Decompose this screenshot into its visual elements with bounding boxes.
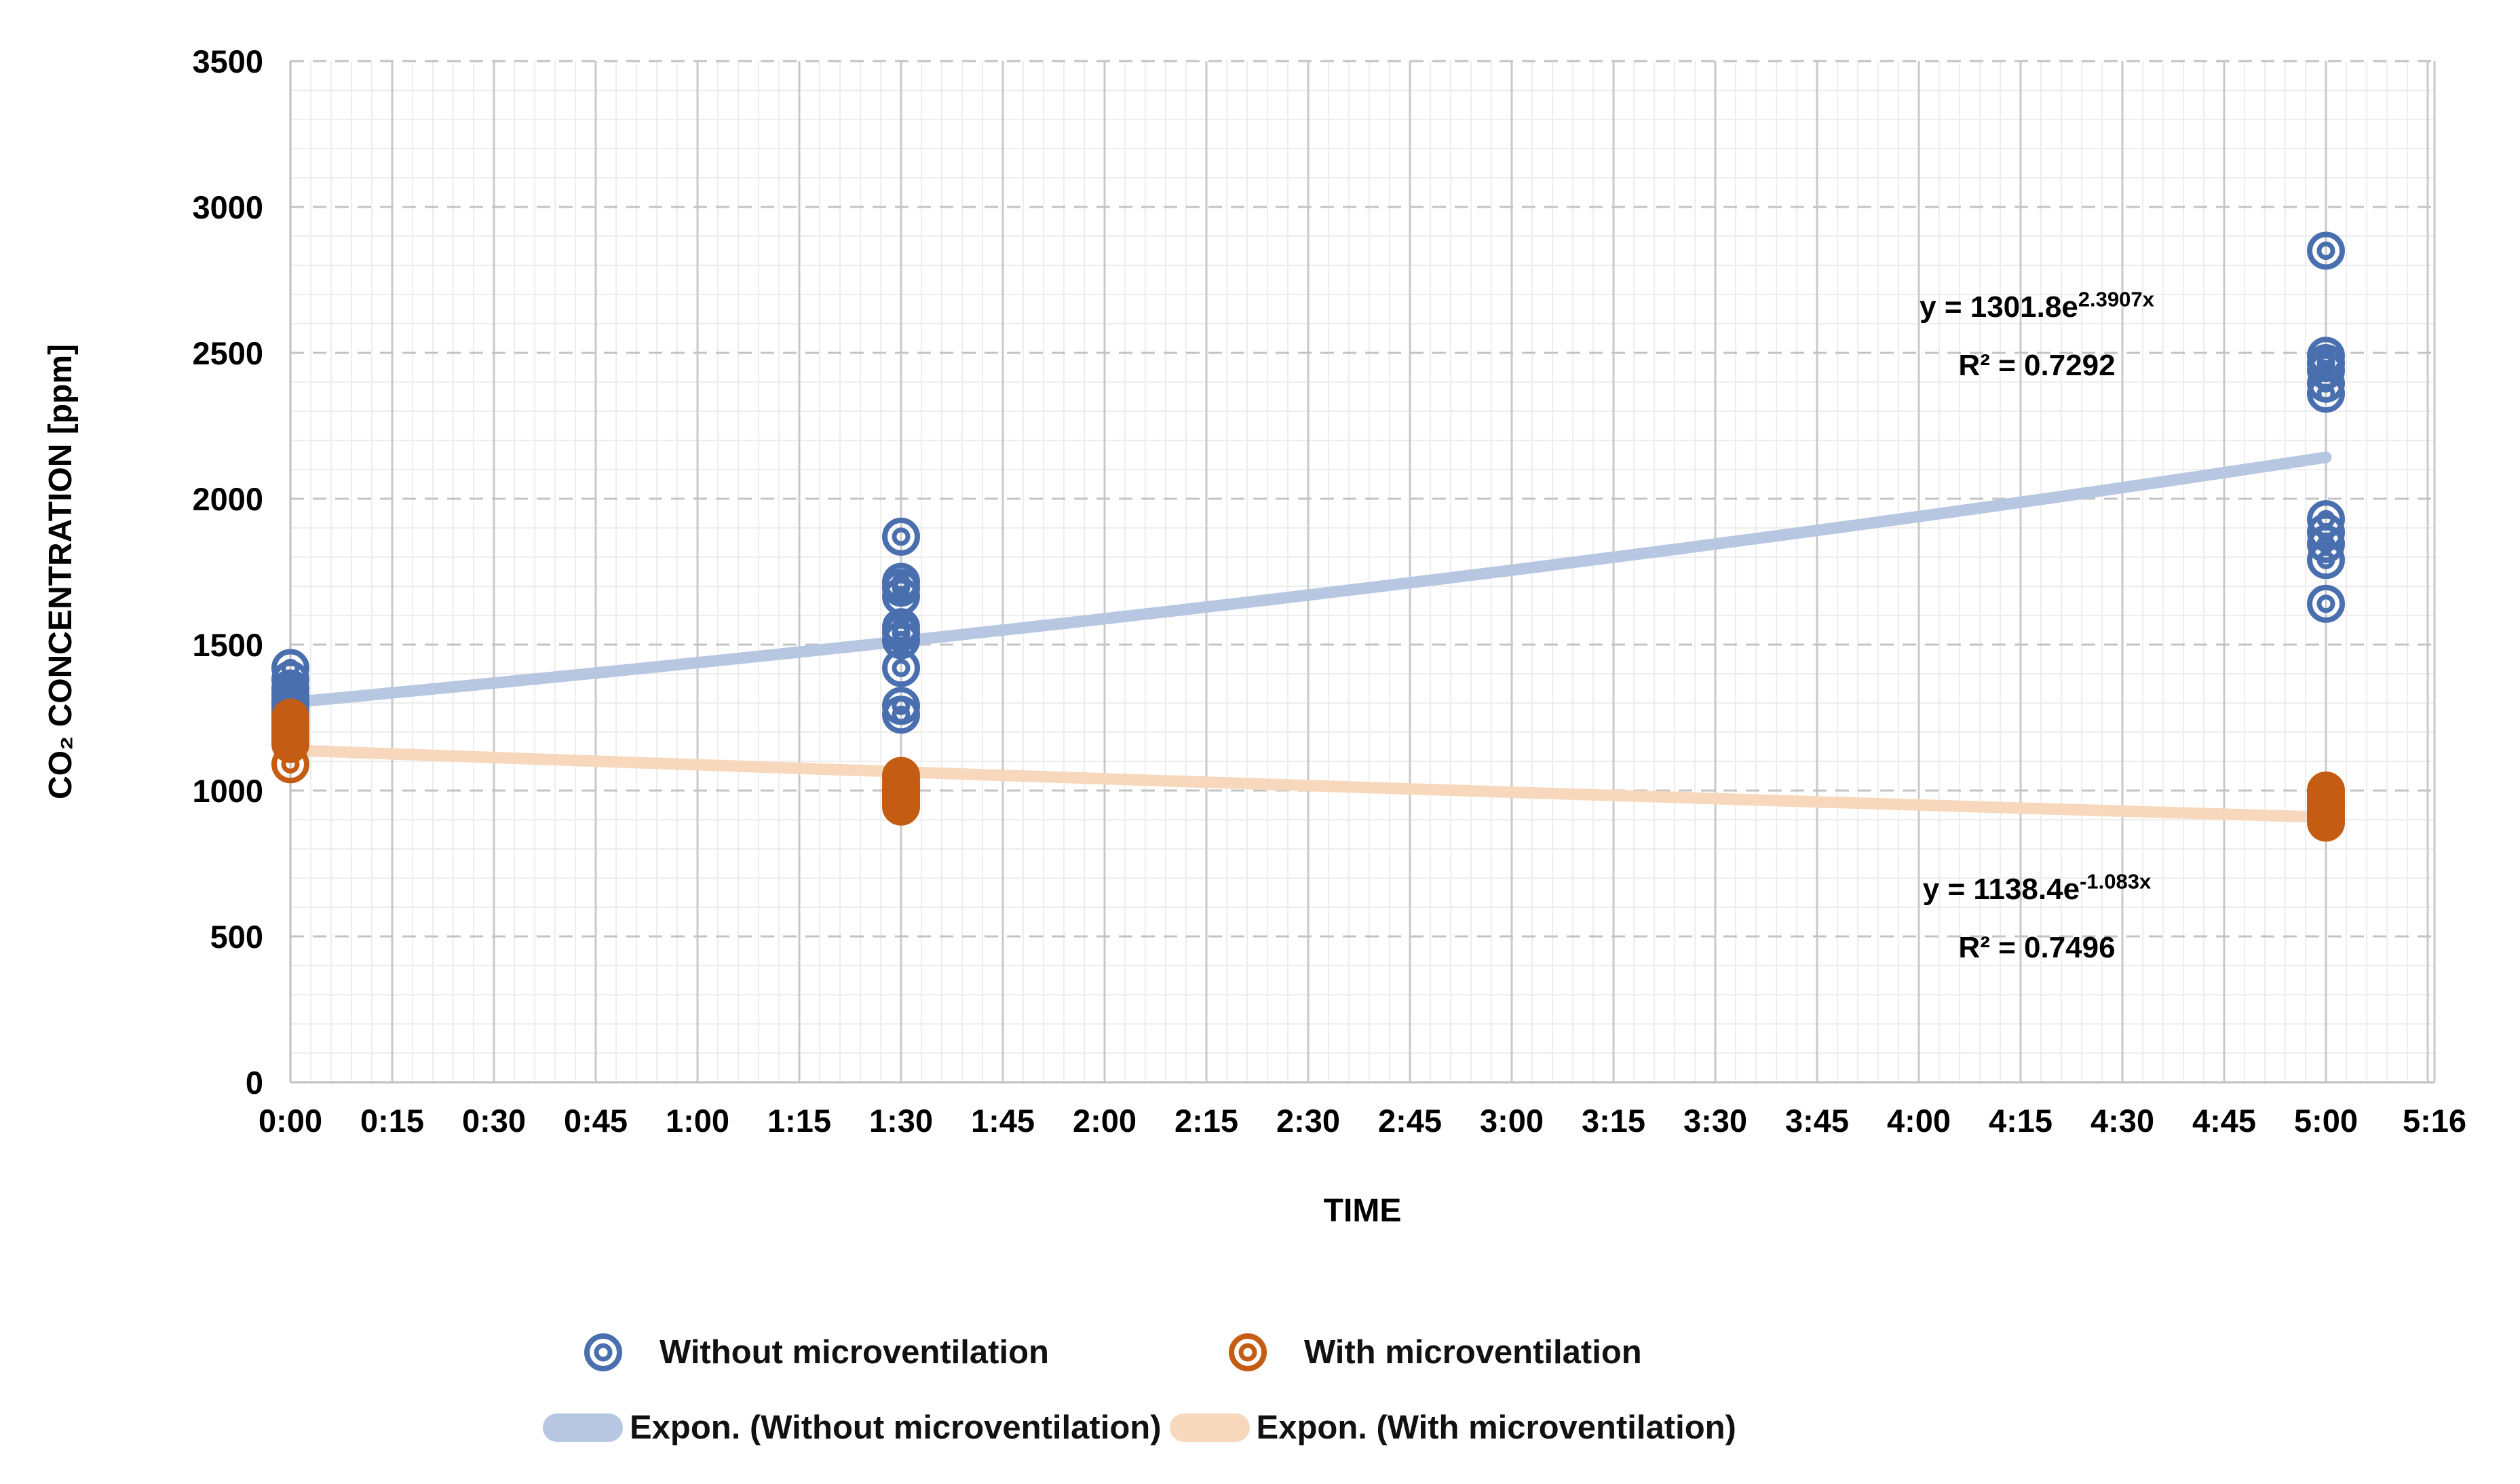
legend-label: Expon. (With microventilation) bbox=[1256, 1409, 1736, 1446]
marker-inner-ring bbox=[281, 755, 300, 774]
y-axis-tick-label: 2500 bbox=[192, 335, 263, 371]
marker-outer-ring bbox=[2307, 375, 2345, 413]
equation-line: y = 1138.4e-1.083x bbox=[1922, 869, 2152, 906]
x-axis-tick-label: 4:00 bbox=[1887, 1103, 1951, 1139]
y-axis-tick-label: 3000 bbox=[192, 189, 263, 225]
marker-inner-ring bbox=[892, 527, 911, 546]
x-axis-tick-label: 2:30 bbox=[1276, 1103, 1340, 1139]
data-point-marker[interactable] bbox=[882, 621, 920, 660]
x-axis-tick-label: 1:45 bbox=[971, 1103, 1035, 1139]
marker-outer-ring bbox=[882, 696, 920, 734]
x-axis-tick-label: 0:30 bbox=[462, 1103, 526, 1139]
marker-inner-ring bbox=[2316, 384, 2335, 403]
marker-inner-ring bbox=[892, 587, 911, 606]
marker-outer-ring bbox=[271, 725, 309, 763]
y-axis-tick-label: 1000 bbox=[192, 773, 263, 809]
legend-item-with-microventilation[interactable]: With microventilation bbox=[1227, 1331, 1642, 1373]
x-axis-tick-label: 3:30 bbox=[1683, 1103, 1747, 1139]
legend-item-without-microventilation[interactable]: Without microventilation bbox=[582, 1331, 1049, 1373]
series-with-microventilation bbox=[271, 698, 2345, 842]
data-point-marker[interactable] bbox=[882, 649, 920, 687]
trendline-equation-without-microventilation: y = 1301.8e2.3907x R² = 0.7292 bbox=[1881, 278, 2193, 395]
y-axis-tick-label: 2000 bbox=[192, 481, 263, 517]
marker-outer-ring bbox=[2307, 584, 2345, 623]
marker-inner-ring bbox=[2316, 594, 2335, 613]
trendline-equation-with-microventilation: y = 1138.4e-1.083x R² = 0.7496 bbox=[1881, 860, 2193, 977]
x-axis-tick-label: 3:00 bbox=[1480, 1103, 1544, 1139]
marker-inner-ring bbox=[2316, 813, 2335, 832]
marker-inner-ring bbox=[892, 658, 911, 677]
x-axis-tick-label: 0:45 bbox=[564, 1103, 628, 1139]
data-point-marker[interactable] bbox=[2307, 375, 2345, 413]
y-axis-title: CO₂ CONCENTRATION [ppm] bbox=[43, 344, 79, 799]
y-axis-tick-label: 1500 bbox=[192, 627, 263, 663]
marker-outer-ring bbox=[882, 621, 920, 660]
expon-with-line-icon bbox=[1169, 1413, 1250, 1442]
x-axis-tick-label: 5:16 bbox=[2403, 1103, 2466, 1139]
trendline-with-microventilation bbox=[284, 744, 2332, 823]
marker-inner-ring bbox=[892, 705, 911, 724]
x-axis-tick-label: 5:00 bbox=[2294, 1103, 2358, 1139]
marker-outer-ring bbox=[271, 745, 309, 784]
data-point-marker[interactable] bbox=[2307, 803, 2345, 842]
without-microventilation-marker-icon bbox=[584, 1333, 622, 1371]
y-axis-tick-label: 0 bbox=[246, 1065, 263, 1101]
marker-outer-ring bbox=[2307, 803, 2345, 842]
legend-item-expon-without[interactable]: Expon. (Without microventilation) bbox=[543, 1409, 1162, 1447]
legend-label: With microventilation bbox=[1303, 1334, 1642, 1371]
data-point-marker[interactable] bbox=[882, 696, 920, 734]
x-axis-tick-label: 1:00 bbox=[666, 1103, 729, 1139]
x-axis-tick-label: 1:15 bbox=[767, 1103, 831, 1139]
equation-line: y = 1301.8e2.3907x bbox=[1920, 287, 2154, 324]
data-point-marker[interactable] bbox=[271, 745, 309, 784]
x-axis-tick-label: 4:45 bbox=[2192, 1103, 2256, 1139]
data-point-marker[interactable] bbox=[2307, 541, 2345, 579]
marker-inner-ring bbox=[892, 797, 911, 816]
marker-outer-ring bbox=[882, 517, 920, 556]
x-axis-tick-label: 4:30 bbox=[2091, 1103, 2154, 1139]
marker-inner-ring bbox=[2316, 550, 2335, 569]
marker-outer-ring bbox=[2307, 231, 2345, 270]
marker-outer-ring bbox=[2307, 525, 2345, 563]
data-point-marker[interactable] bbox=[2307, 231, 2345, 270]
marker-inner-ring bbox=[2316, 242, 2335, 260]
trendline-without-microventilation bbox=[284, 451, 2332, 708]
x-axis-title: TIME bbox=[1324, 1193, 1402, 1229]
x-axis-tick-label: 3:15 bbox=[1582, 1103, 1645, 1139]
legend-item-expon-with[interactable]: Expon. (With microventilation) bbox=[1169, 1409, 1736, 1447]
x-axis-tick-label: 3:45 bbox=[1785, 1103, 1849, 1139]
expon-without-line-icon bbox=[543, 1413, 623, 1442]
y-axis-tick-label: 500 bbox=[210, 919, 263, 955]
x-axis-tick-label: 0:00 bbox=[259, 1103, 322, 1139]
marker-inner-ring bbox=[892, 631, 911, 650]
x-axis-tick-label: 0:15 bbox=[360, 1103, 424, 1139]
marker-outer-ring bbox=[882, 649, 920, 687]
r-squared-line: R² = 0.7292 bbox=[1958, 348, 2116, 382]
x-axis-tick-label: 4:15 bbox=[1989, 1103, 2053, 1139]
y-axis-tick-label: 3500 bbox=[192, 43, 263, 79]
x-axis-tick-label: 2:45 bbox=[1378, 1103, 1442, 1139]
data-point-marker[interactable] bbox=[882, 787, 920, 826]
x-axis-tick-label: 1:30 bbox=[869, 1103, 933, 1139]
data-point-marker[interactable] bbox=[882, 517, 920, 556]
marker-outer-ring bbox=[882, 787, 920, 826]
legend-label: Without microventilation bbox=[660, 1334, 1049, 1371]
legend-label: Expon. (Without microventilation) bbox=[630, 1409, 1162, 1446]
r-squared-line: R² = 0.7496 bbox=[1958, 930, 2116, 964]
data-point-marker[interactable] bbox=[2307, 584, 2345, 623]
x-axis-tick-label: 2:00 bbox=[1073, 1103, 1137, 1139]
legend-row-trendlines: Expon. (Without microventilation) Expon.… bbox=[0, 1409, 2520, 1447]
legend-row-markers: Without microventilation With microventi… bbox=[0, 1331, 2520, 1373]
x-axis-tick-label: 2:15 bbox=[1175, 1103, 1238, 1139]
marker-outer-ring bbox=[2307, 541, 2345, 579]
with-microventilation-marker-icon bbox=[1228, 1333, 1267, 1371]
